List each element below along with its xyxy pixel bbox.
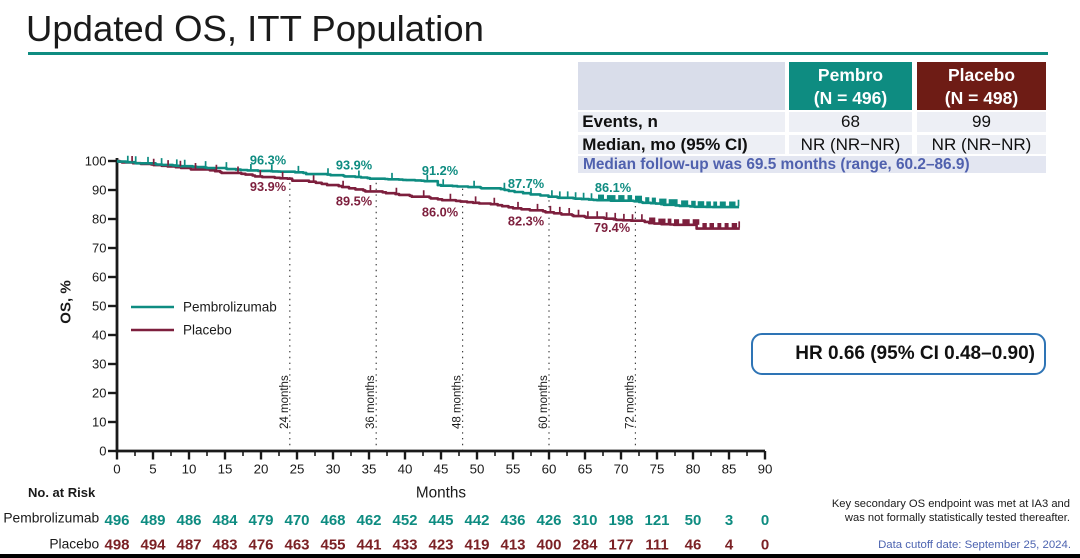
svg-text:111: 111 — [645, 536, 668, 553]
svg-text:419: 419 — [464, 536, 489, 553]
svg-text:35: 35 — [362, 461, 377, 476]
svg-text:80: 80 — [686, 461, 701, 476]
svg-text:0: 0 — [761, 536, 769, 553]
svg-text:4: 4 — [725, 536, 734, 553]
svg-text:3: 3 — [725, 512, 733, 529]
svg-text:177: 177 — [608, 536, 633, 553]
svg-text:50: 50 — [92, 299, 106, 314]
svg-text:60: 60 — [92, 270, 106, 285]
svg-text:426: 426 — [536, 512, 561, 529]
svg-text:284: 284 — [572, 536, 598, 553]
svg-text:433: 433 — [392, 536, 417, 553]
svg-text:30: 30 — [92, 357, 106, 372]
svg-text:436: 436 — [500, 512, 525, 529]
svg-text:498: 498 — [104, 536, 129, 553]
svg-text:455: 455 — [320, 536, 345, 553]
svg-text:70: 70 — [614, 461, 629, 476]
svg-text:20: 20 — [92, 386, 106, 401]
svg-text:462: 462 — [356, 512, 381, 529]
svg-text:72 months: 72 months — [624, 375, 636, 429]
svg-text:20: 20 — [254, 461, 269, 476]
svg-text:494: 494 — [140, 536, 166, 553]
svg-text:0: 0 — [761, 512, 769, 529]
svg-text:50: 50 — [470, 461, 485, 476]
svg-text:96.3%: 96.3% — [250, 153, 287, 168]
svg-text:86.1%: 86.1% — [595, 180, 632, 195]
svg-text:30: 30 — [326, 461, 341, 476]
svg-text:121: 121 — [644, 512, 669, 529]
svg-text:86.0%: 86.0% — [422, 205, 459, 220]
svg-text:100: 100 — [85, 154, 107, 169]
svg-text:310: 310 — [572, 512, 597, 529]
svg-text:85: 85 — [722, 461, 737, 476]
svg-text:489: 489 — [140, 512, 165, 529]
svg-text:91.2%: 91.2% — [422, 163, 459, 178]
svg-text:25: 25 — [290, 461, 305, 476]
svg-text:90: 90 — [758, 461, 773, 476]
svg-text:46: 46 — [685, 536, 702, 553]
svg-text:OS, %: OS, % — [58, 280, 75, 323]
svg-text:463: 463 — [284, 536, 309, 553]
svg-text:79.4%: 79.4% — [594, 220, 631, 235]
svg-text:70: 70 — [92, 241, 106, 256]
svg-text:93.9%: 93.9% — [336, 158, 373, 173]
svg-text:Pembrolizumab: Pembrolizumab — [183, 300, 277, 315]
svg-text:10: 10 — [182, 461, 197, 476]
svg-text:93.9%: 93.9% — [250, 179, 287, 194]
svg-text:496: 496 — [104, 512, 129, 529]
svg-text:486: 486 — [176, 512, 201, 529]
svg-text:15: 15 — [218, 461, 233, 476]
svg-text:89.5%: 89.5% — [336, 194, 373, 209]
svg-text:400: 400 — [536, 536, 561, 553]
svg-text:423: 423 — [428, 536, 453, 553]
svg-text:60 months: 60 months — [538, 375, 550, 429]
svg-text:483: 483 — [212, 536, 237, 553]
svg-text:479: 479 — [248, 512, 273, 529]
svg-text:470: 470 — [284, 512, 309, 529]
svg-text:487: 487 — [176, 536, 201, 553]
svg-text:60: 60 — [542, 461, 557, 476]
svg-text:36 months: 36 months — [365, 375, 377, 429]
svg-text:80: 80 — [92, 212, 106, 227]
svg-text:413: 413 — [500, 536, 525, 553]
svg-text:445: 445 — [428, 512, 453, 529]
svg-text:50: 50 — [685, 512, 702, 529]
svg-text:484: 484 — [212, 512, 238, 529]
svg-text:90: 90 — [92, 183, 106, 198]
svg-text:0: 0 — [113, 461, 120, 476]
svg-text:10: 10 — [92, 415, 106, 430]
svg-text:452: 452 — [392, 512, 417, 529]
svg-text:Placebo: Placebo — [183, 323, 232, 338]
svg-text:87.7%: 87.7% — [508, 176, 545, 191]
svg-text:65: 65 — [578, 461, 593, 476]
svg-text:442: 442 — [464, 512, 489, 529]
svg-text:55: 55 — [506, 461, 521, 476]
svg-text:198: 198 — [608, 512, 633, 529]
svg-text:476: 476 — [248, 536, 273, 553]
svg-text:441: 441 — [356, 536, 381, 553]
svg-text:Pembrolizumab: Pembrolizumab — [3, 511, 99, 526]
svg-text:468: 468 — [320, 512, 345, 529]
svg-text:Months: Months — [416, 485, 467, 502]
svg-text:75: 75 — [650, 461, 665, 476]
svg-text:No. at Risk: No. at Risk — [28, 485, 96, 500]
svg-text:0: 0 — [99, 444, 106, 459]
svg-text:40: 40 — [92, 328, 106, 343]
svg-text:40: 40 — [398, 461, 413, 476]
svg-text:24 months: 24 months — [279, 375, 291, 429]
svg-text:5: 5 — [149, 461, 156, 476]
svg-text:Placebo: Placebo — [49, 537, 99, 552]
svg-text:82.3%: 82.3% — [508, 214, 545, 229]
svg-text:45: 45 — [434, 461, 449, 476]
svg-text:48 months: 48 months — [452, 375, 464, 429]
